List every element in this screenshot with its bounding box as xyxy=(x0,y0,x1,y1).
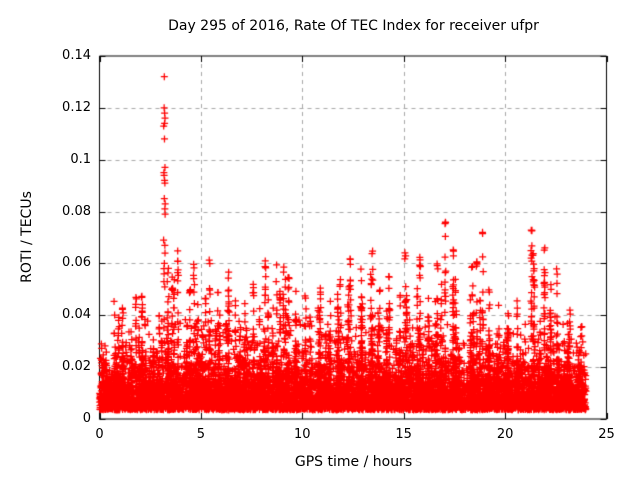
chart-title: Day 295 of 2016, Rate Of TEC Index for r… xyxy=(168,18,539,34)
y-tick-label: 0.06 xyxy=(62,255,91,271)
y-axis-label: ROTI / TECUs xyxy=(19,191,35,283)
x-tick-label: 25 xyxy=(598,427,615,442)
x-tick-label: 10 xyxy=(294,427,311,442)
x-tick-label: 15 xyxy=(395,427,412,442)
x-axis-label: GPS time / hours xyxy=(294,454,413,470)
y-tick-label: 0.14 xyxy=(62,48,91,63)
x-tick-label: 0 xyxy=(95,427,104,442)
y-tick-label: 0.08 xyxy=(62,203,91,219)
y-tick-label: 0.1 xyxy=(70,151,91,167)
y-tick-label: 0.02 xyxy=(62,359,91,375)
x-tick-label: 20 xyxy=(496,427,514,442)
y-tick-label: 0.12 xyxy=(62,99,91,115)
y-tick-label: 0 xyxy=(82,411,91,426)
x-tick-label: 5 xyxy=(196,427,206,442)
y-tick-label: 0.04 xyxy=(62,307,91,323)
